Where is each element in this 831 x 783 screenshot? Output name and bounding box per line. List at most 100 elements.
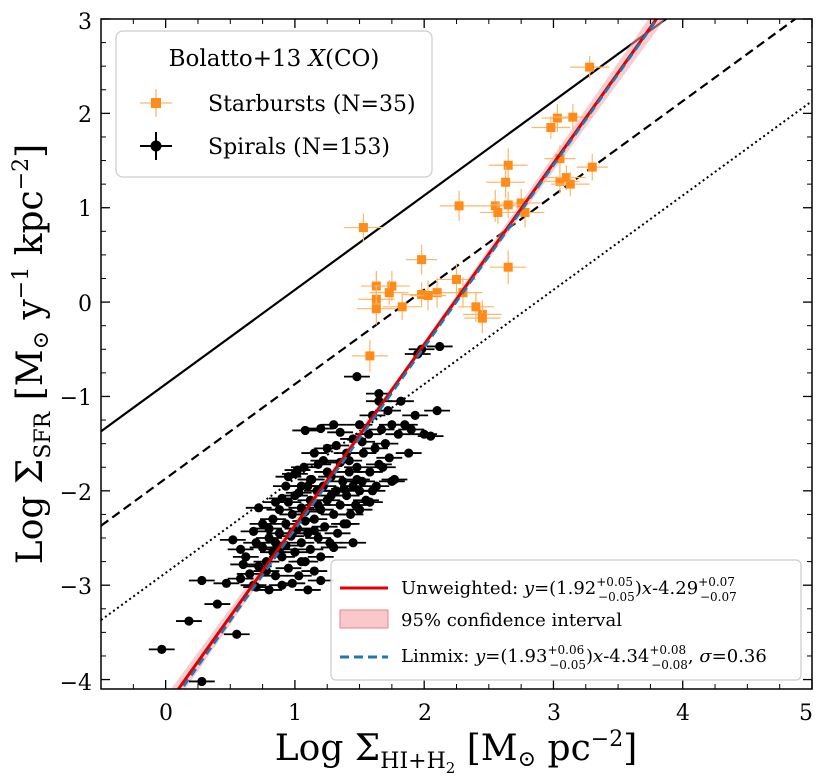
spiral-point — [324, 528, 351, 538]
spiral-point — [323, 440, 350, 451]
x-tick-labels: 0 1 2 3 4 5 — [159, 701, 813, 726]
spiral-point — [320, 542, 347, 553]
starburst-point — [490, 191, 527, 219]
starburst-point — [344, 213, 383, 242]
spiral-point — [376, 453, 403, 463]
spiral-point — [301, 514, 328, 524]
linmix-fit-line — [180, 19, 659, 689]
spiral-point — [362, 443, 388, 453]
x-tick-label: 1 — [288, 701, 302, 726]
spiral-point — [285, 571, 312, 581]
spiral-point — [378, 476, 405, 486]
spiral-point — [375, 406, 401, 416]
spiral-point — [223, 629, 250, 639]
spiral-point — [398, 424, 425, 435]
spiral-point — [424, 406, 451, 416]
spiral-point — [307, 575, 334, 586]
starburst-point — [457, 291, 494, 322]
legend-lower: Unweighted: y=(1.92+0.05 −0.05)x-4.29+0.0… — [330, 559, 802, 681]
spiral-point — [305, 533, 332, 543]
spiral-point — [327, 427, 354, 437]
y-tick-label: 0 — [78, 292, 92, 317]
starburst-point — [351, 339, 388, 372]
starburst-points — [344, 55, 610, 372]
spiral-point — [230, 559, 257, 570]
spiral-point — [366, 459, 392, 470]
starburst-point — [406, 244, 438, 275]
y-tick-label: 2 — [78, 103, 92, 128]
spiral-point — [240, 526, 267, 537]
spiral-point — [340, 538, 367, 548]
spiral-point — [284, 465, 311, 475]
spiral-point — [245, 503, 272, 513]
starburst-point — [531, 116, 571, 139]
y-tick-label: −1 — [60, 386, 92, 411]
x-tick-label: 0 — [159, 701, 173, 726]
legend-label-unweighted: Unweighted: y=(1.92+0.05 −0.05)x-4.29+0.0… — [401, 575, 737, 604]
spiral-points — [148, 341, 453, 687]
legend-label-starburst: Starbursts (N=35) — [208, 92, 416, 117]
spiral-point — [385, 429, 412, 439]
spiral-point — [232, 552, 259, 562]
spiral-point — [344, 372, 370, 382]
starburst-point — [382, 293, 422, 321]
spiral-point — [279, 578, 306, 588]
spiral-point — [307, 423, 334, 434]
starburst-point — [576, 153, 608, 181]
spiral-point — [350, 448, 377, 458]
spiral-point — [262, 571, 289, 581]
spiral-point — [266, 505, 293, 515]
spiral-point — [346, 505, 373, 515]
spiral-point — [204, 599, 231, 609]
spiral-point — [391, 420, 418, 430]
legend-marker-ci — [339, 609, 389, 629]
spiral-point — [288, 538, 315, 548]
spiral-point — [310, 456, 337, 466]
starburst-point — [409, 280, 447, 311]
x-tick-label: 2 — [418, 701, 432, 726]
legend-marker-spiral — [140, 132, 172, 160]
spiral-point — [356, 497, 383, 507]
spiral-point — [320, 420, 347, 430]
legend-upper-title: Bolatto+13 X(CO) — [169, 46, 380, 72]
x-axis-label: Log ΣHI+H2 [M⊙ pc−2] — [275, 727, 638, 777]
spiral-point — [188, 575, 215, 586]
spiral-point — [249, 542, 276, 553]
spiral-point — [297, 544, 324, 554]
spiral-point — [175, 616, 202, 626]
spiral-point — [288, 557, 315, 567]
spiral-point — [426, 341, 453, 352]
y-tick-labels: −4 −3 −2 −1 0 1 2 3 — [60, 10, 92, 696]
spiral-point — [359, 486, 386, 496]
y-tick-label: −2 — [60, 481, 92, 506]
spiral-point — [275, 472, 302, 482]
spiral-point — [337, 509, 364, 520]
starburst-point — [402, 282, 441, 307]
legend-label-ci: 95% confidence interval — [401, 610, 622, 631]
spiral-point — [236, 569, 263, 579]
spiral-point — [307, 552, 334, 562]
spiral-point — [395, 448, 422, 458]
spiral-point — [256, 523, 282, 534]
x-tick-label: 3 — [547, 701, 561, 726]
spiral-point — [292, 425, 319, 436]
spiral-point — [368, 424, 395, 435]
y-tick-label: 3 — [78, 10, 92, 35]
spiral-point — [301, 566, 328, 576]
axis-ticks — [100, 18, 813, 689]
spiral-point — [294, 585, 321, 595]
spiral-point — [219, 535, 246, 545]
spiral-point — [281, 547, 308, 557]
spiral-point — [387, 396, 414, 406]
spiral-point — [148, 644, 175, 654]
spiral-point — [297, 474, 324, 485]
legend-marker-starburst — [140, 89, 172, 117]
spiral-point — [260, 514, 286, 524]
spiral-point — [227, 573, 254, 584]
y-tick-label: −4 — [60, 671, 92, 696]
starburst-point — [550, 171, 590, 197]
spiral-point — [227, 544, 254, 554]
starburst-point — [570, 55, 610, 79]
reference-line-dotted — [101, 100, 812, 621]
